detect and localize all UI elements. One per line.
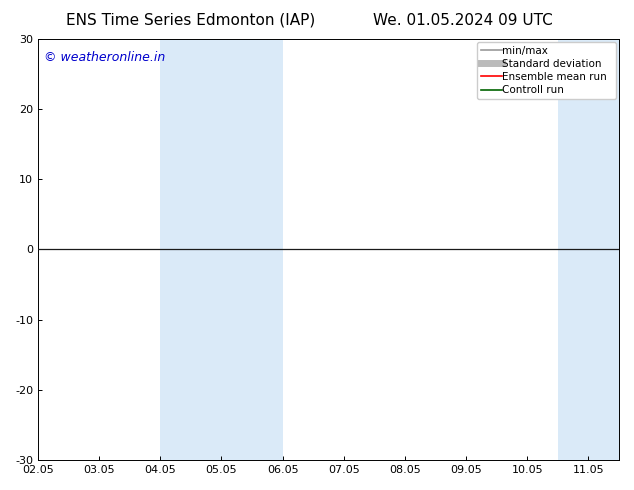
Legend: min/max, Standard deviation, Ensemble mean run, Controll run: min/max, Standard deviation, Ensemble me… xyxy=(477,42,616,99)
Bar xyxy=(160,39,283,460)
Text: © weatheronline.in: © weatheronline.in xyxy=(44,51,165,64)
Bar xyxy=(558,39,619,460)
Text: We. 01.05.2024 09 UTC: We. 01.05.2024 09 UTC xyxy=(373,13,553,28)
Text: ENS Time Series Edmonton (IAP): ENS Time Series Edmonton (IAP) xyxy=(65,13,315,28)
